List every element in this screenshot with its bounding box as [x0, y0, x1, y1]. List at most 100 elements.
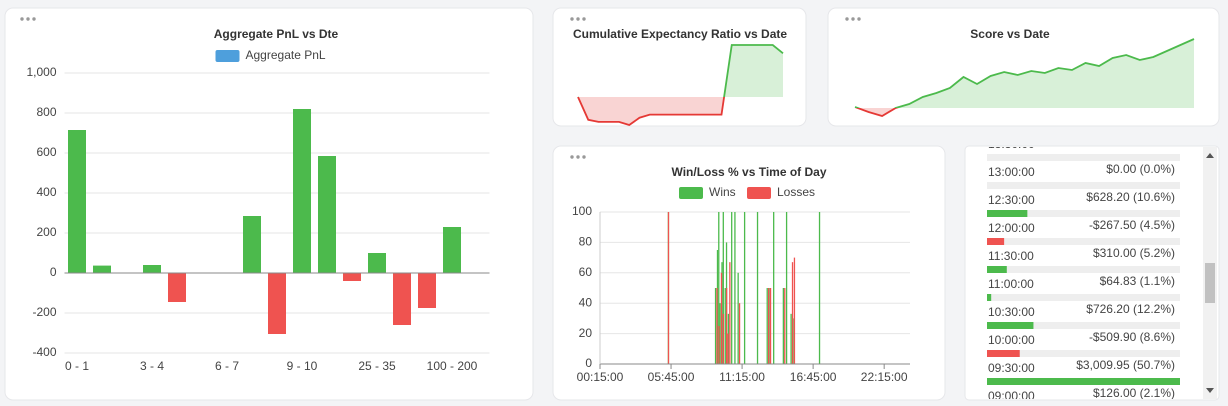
- row-time: 11:30:00: [988, 249, 1034, 263]
- row-track: [987, 182, 1180, 189]
- x-tick-label: 6 - 7: [215, 359, 239, 373]
- area: [724, 45, 783, 97]
- y-tick-label: 0: [585, 356, 592, 370]
- area: [855, 108, 1194, 116]
- bar: [343, 273, 361, 281]
- bar: [667, 212, 670, 364]
- x-tick-label: 05:45:00: [648, 370, 695, 384]
- x-tick-label: 9 - 10: [287, 359, 318, 373]
- row-time: 12:30:00: [988, 193, 1035, 207]
- row-time: 09:30:00: [988, 361, 1035, 375]
- bar: [734, 212, 736, 364]
- bar: [722, 313, 725, 364]
- row-amount: $310.00 (5.2%): [1093, 246, 1175, 260]
- area: [578, 96, 783, 125]
- bar: [769, 288, 772, 364]
- bar: [785, 212, 788, 364]
- y-tick-label: 100: [572, 204, 592, 218]
- bar: [718, 326, 720, 364]
- bar: [293, 109, 311, 273]
- bar: [268, 273, 286, 334]
- bar: [729, 262, 731, 364]
- bar: [743, 212, 746, 364]
- y-tick-label: 600: [36, 145, 56, 159]
- y-tick-label: 20: [579, 326, 593, 340]
- bar: [720, 272, 723, 364]
- bar: [722, 212, 724, 364]
- x-tick-label: 25 - 35: [358, 359, 396, 373]
- row-time: 10:00:00: [988, 333, 1035, 347]
- row-amount: $64.83 (1.1%): [1100, 274, 1175, 288]
- row-track: [987, 154, 1180, 161]
- legend-label: Losses: [777, 185, 815, 199]
- menu-dots[interactable]: [845, 17, 861, 21]
- row-amount: $628.20 (10.6%): [1086, 190, 1175, 204]
- row-time: 13:30:00: [988, 137, 1035, 151]
- line: [578, 44, 784, 97]
- x-tick-label: 00:15:00: [577, 370, 624, 384]
- row-bar: [987, 350, 1020, 357]
- bar: [782, 288, 785, 364]
- bar: [368, 253, 386, 273]
- row-track: [987, 238, 1180, 245]
- scrollbar[interactable]: [1203, 147, 1217, 399]
- menu-dots[interactable]: [570, 155, 586, 159]
- x-tick-label: 22:15:00: [861, 370, 908, 384]
- chart-title: Score vs Date: [970, 27, 1050, 41]
- y-tick-label: -200: [32, 305, 56, 319]
- bar: [418, 273, 436, 308]
- bar: [93, 265, 111, 273]
- row-amount: -$267.50 (4.5%): [1089, 218, 1175, 232]
- menu-dots[interactable]: [570, 17, 586, 21]
- y-tick-label: 1,000: [26, 65, 56, 79]
- y-tick-label: 0: [50, 265, 57, 279]
- chart-title: Cumulative Expectancy Ratio vs Date: [573, 27, 787, 41]
- row-time: 11:00:00: [988, 277, 1034, 291]
- x-tick-label: 100 - 200: [427, 359, 478, 373]
- chart-title: Win/Loss % vs Time of Day: [671, 165, 826, 179]
- row-track: [987, 266, 1180, 273]
- row-track: [987, 210, 1180, 217]
- row-amount: $726.20 (12.2%): [1086, 302, 1175, 316]
- panel: [552, 7, 807, 127]
- y-tick-label: 400: [36, 185, 56, 199]
- bar: [714, 288, 717, 364]
- row-track: [987, 294, 1180, 301]
- row-amount: -$509.90 (8.6%): [1089, 330, 1175, 344]
- x-tick-label: 11:15:00: [719, 370, 765, 384]
- x-tick-label: 0 - 1: [65, 359, 89, 373]
- bar: [68, 130, 86, 273]
- bar: [443, 227, 461, 273]
- bar: [756, 212, 759, 364]
- y-tick-label: 60: [579, 265, 593, 279]
- bar: [784, 288, 786, 364]
- row-amount: $3,009.95 (50.7%): [1076, 358, 1175, 372]
- line: [854, 38, 1195, 108]
- y-tick-label: -400: [32, 345, 56, 359]
- bar: [791, 262, 794, 364]
- bar: [143, 265, 161, 273]
- row-track: [987, 322, 1180, 329]
- line: [577, 96, 726, 126]
- bar: [318, 156, 336, 273]
- legend-swatch: [679, 187, 703, 199]
- bar: [393, 273, 411, 325]
- chart-title: Aggregate PnL vs Dte: [214, 27, 339, 41]
- bar: [731, 212, 733, 364]
- row-amount: $126.00 (2.1%): [1093, 386, 1175, 400]
- bar: [818, 212, 821, 364]
- row-bar: [987, 210, 1028, 217]
- row-time: 13:00:00: [988, 165, 1035, 179]
- bar: [168, 273, 186, 302]
- y-tick-label: 40: [579, 295, 593, 309]
- bar: [724, 288, 726, 364]
- x-tick-label: 3 - 4: [140, 359, 164, 373]
- bar: [725, 288, 728, 364]
- x-tick-label: 16:45:00: [790, 370, 837, 384]
- menu-dots[interactable]: [20, 17, 36, 21]
- bar: [719, 303, 721, 364]
- time-list: 13:30:00 13:00:00 $0.00 (0.0%) 12:30:00 $628…: [987, 137, 1180, 400]
- row-track: [987, 350, 1180, 357]
- bar: [716, 288, 718, 364]
